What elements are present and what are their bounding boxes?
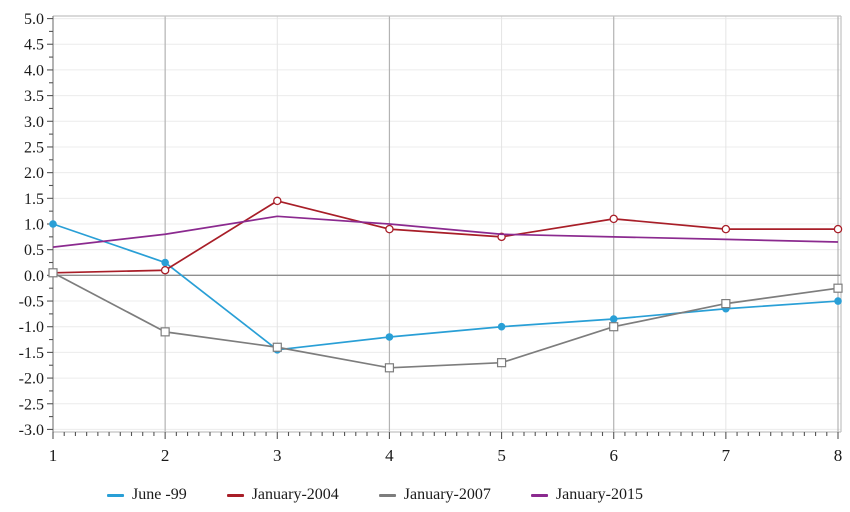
marker-june-99 — [609, 315, 618, 323]
y-tick-label: -2.0 — [19, 371, 44, 388]
x-tick-label: 6 — [609, 446, 618, 465]
marker-january-2007 — [496, 358, 507, 368]
marker-january-2004 — [385, 224, 394, 234]
legend-swatch-january-2015 — [530, 493, 548, 497]
series-line-january-2007 — [52, 272, 839, 369]
marker-january-2004 — [609, 214, 618, 224]
series-line-june-99 — [52, 223, 839, 351]
marker-january-2004 — [273, 196, 282, 206]
marker-june-99 — [161, 258, 169, 267]
x-tick-label: 4 — [385, 446, 394, 465]
marker-january-2004 — [160, 265, 170, 275]
marker-january-2007 — [160, 327, 170, 337]
y-tick-label: -3.0 — [19, 422, 44, 439]
legend-label-january-2015: January-2015 — [555, 486, 643, 503]
legend-item-january-2007: January-2007 — [378, 486, 491, 504]
y-tick-label: -2.5 — [19, 396, 44, 413]
marker-january-2007 — [48, 268, 58, 278]
y-tick-label: 3.0 — [24, 114, 44, 131]
legend-label-january-2007: January-2007 — [403, 486, 491, 503]
y-tick-label: 0.5 — [24, 242, 44, 259]
series-line-january-2004 — [52, 200, 838, 274]
x-tick-label: 7 — [722, 446, 731, 465]
marker-january-2007 — [721, 299, 731, 309]
y-tick-label: -1.5 — [19, 345, 44, 362]
x-tick-label: 2 — [161, 446, 170, 465]
series-line-january-2015 — [52, 215, 839, 248]
marker-june-99 — [385, 333, 394, 341]
legend: June -99 January-2004 January-2007 January-… — [107, 486, 643, 504]
y-tick-label: 1.5 — [24, 191, 44, 208]
x-tick-label: 5 — [497, 446, 506, 465]
y-tick-label: -0.5 — [19, 294, 44, 311]
marker-june-99 — [497, 322, 506, 331]
y-tick-label: 4.0 — [24, 62, 44, 79]
x-tick-label: 1 — [49, 446, 58, 465]
y-tick-label: 2.5 — [24, 139, 44, 156]
y-tick-label: 5.0 — [24, 11, 44, 28]
marker-june-99 — [834, 297, 842, 305]
y-tick-label: 4.5 — [24, 37, 44, 54]
y-tick-label: 2.0 — [24, 165, 44, 182]
legend-item-january-2004: January-2004 — [226, 486, 339, 504]
marker-january-2007 — [272, 342, 282, 352]
y-tick-label: -1.0 — [19, 319, 44, 336]
marker-january-2007 — [833, 283, 843, 293]
legend-swatch-june-99 — [107, 493, 125, 497]
legend-label-june-99: June -99 — [132, 486, 187, 503]
legend-swatch-january-2004 — [226, 493, 244, 497]
legend-item-june-99: June -99 — [107, 486, 187, 504]
legend-swatch-january-2007 — [378, 493, 396, 497]
marker-january-2004 — [833, 224, 843, 234]
marker-january-2004 — [721, 224, 731, 234]
y-tick-label: 3.5 — [24, 88, 44, 105]
marker-january-2007 — [384, 363, 395, 373]
x-tick-label: 3 — [273, 446, 282, 465]
legend-item-january-2015: January-2015 — [530, 486, 643, 504]
marker-january-2007 — [609, 322, 619, 332]
y-tick-label: 1.0 — [24, 217, 44, 234]
x-tick-label: 8 — [834, 446, 843, 465]
y-tick-label: 0.0 — [24, 268, 44, 285]
marker-june-99 — [49, 220, 57, 228]
legend-label-january-2004: January-2004 — [251, 486, 339, 503]
